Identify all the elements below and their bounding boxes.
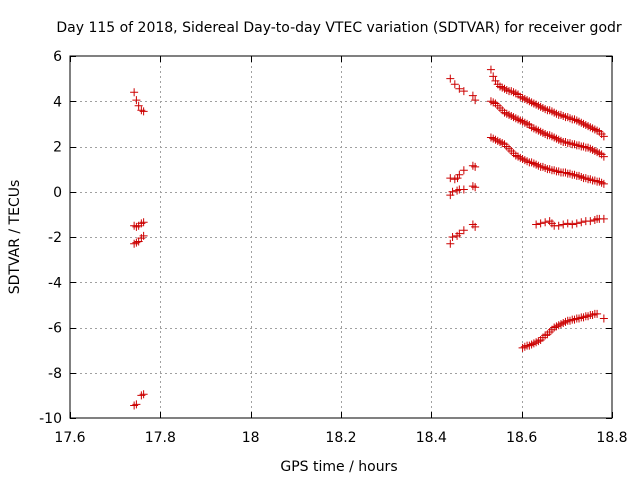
data-point [489, 72, 498, 81]
data-point [559, 220, 568, 229]
data-point [572, 219, 581, 228]
y-axis-label: SDTVAR / TECUs [7, 180, 23, 295]
series-arc-e [446, 74, 480, 105]
series-arc-d [130, 390, 148, 410]
data-point [568, 220, 577, 229]
data-point [468, 91, 477, 100]
data-point [471, 96, 480, 105]
y-tick-label: -2 [48, 230, 62, 246]
series-arc-g [446, 182, 480, 200]
data-point [541, 218, 550, 227]
series-arc-a [130, 88, 148, 116]
x-tick-labels: 17.6 17.8 18 18.2 18.4 18.6 18.8 [54, 430, 627, 446]
x-tick-label: 18.2 [325, 430, 356, 446]
data-point [455, 84, 464, 93]
data-point [593, 309, 602, 318]
data-point [448, 187, 457, 196]
data-point [459, 87, 468, 96]
grid-layer [70, 56, 612, 418]
series-arc-k [486, 133, 608, 188]
x-axis-label: GPS time / hours [280, 459, 397, 475]
data-point [577, 218, 586, 227]
data-point [139, 390, 148, 399]
y-tick-labels: -10 -8 -6 -4 -2 0 2 4 6 [39, 49, 62, 427]
series-arc-l [532, 214, 608, 230]
data-point [471, 222, 480, 231]
x-tick-label: 18 [242, 430, 260, 446]
y-tick-label: -6 [48, 321, 62, 337]
data-point [599, 179, 608, 188]
data-point [536, 219, 545, 228]
data-point [599, 152, 608, 161]
series-arc-b [130, 218, 148, 231]
y-tick-label: -10 [39, 411, 62, 427]
series-arc-j [486, 97, 608, 161]
series-arc-f [446, 161, 480, 184]
points-layer [130, 65, 608, 410]
data-point [599, 214, 608, 223]
x-tick-label: 17.6 [54, 430, 85, 446]
y-tick-label: 0 [53, 185, 62, 201]
data-point [450, 80, 459, 89]
y-tick-label: 4 [53, 94, 62, 110]
y-tick-label: -8 [48, 366, 62, 382]
data-point [459, 226, 468, 235]
x-tick-label: 18.6 [506, 430, 537, 446]
data-point [139, 107, 148, 116]
y-tick-label: 2 [53, 140, 62, 156]
data-point [486, 65, 495, 74]
series-arc-h [446, 220, 480, 248]
data-point [586, 217, 595, 226]
data-point [471, 162, 480, 171]
data-point [130, 88, 139, 97]
data-point [455, 170, 464, 179]
series-arc-m [518, 309, 608, 352]
chart-title: Day 115 of 2018, Sidereal Day-to-day VTE… [56, 20, 622, 36]
y-tick-label: 6 [53, 49, 62, 65]
series-arc-i [486, 65, 608, 141]
data-point [446, 174, 455, 183]
data-point [554, 221, 563, 230]
y-tick-label: -4 [48, 275, 62, 291]
data-point [563, 219, 572, 228]
data-point [448, 233, 457, 241]
data-point [446, 239, 455, 248]
data-point [599, 314, 608, 323]
data-point [139, 231, 148, 240]
data-point [446, 74, 455, 83]
series-arc-c [130, 231, 148, 248]
data-point [453, 174, 462, 183]
x-tick-label: 18.8 [596, 430, 627, 446]
ticks-layer [70, 56, 613, 419]
x-tick-label: 18.4 [416, 430, 447, 446]
x-tick-label: 17.8 [145, 430, 176, 446]
data-point [134, 101, 143, 110]
data-point [455, 229, 464, 238]
data-point [599, 132, 608, 141]
data-point [459, 166, 468, 175]
data-point [132, 400, 141, 409]
data-point [139, 218, 148, 227]
data-point [532, 220, 541, 229]
data-point [459, 185, 468, 194]
data-point [132, 96, 141, 105]
data-point [471, 183, 480, 192]
